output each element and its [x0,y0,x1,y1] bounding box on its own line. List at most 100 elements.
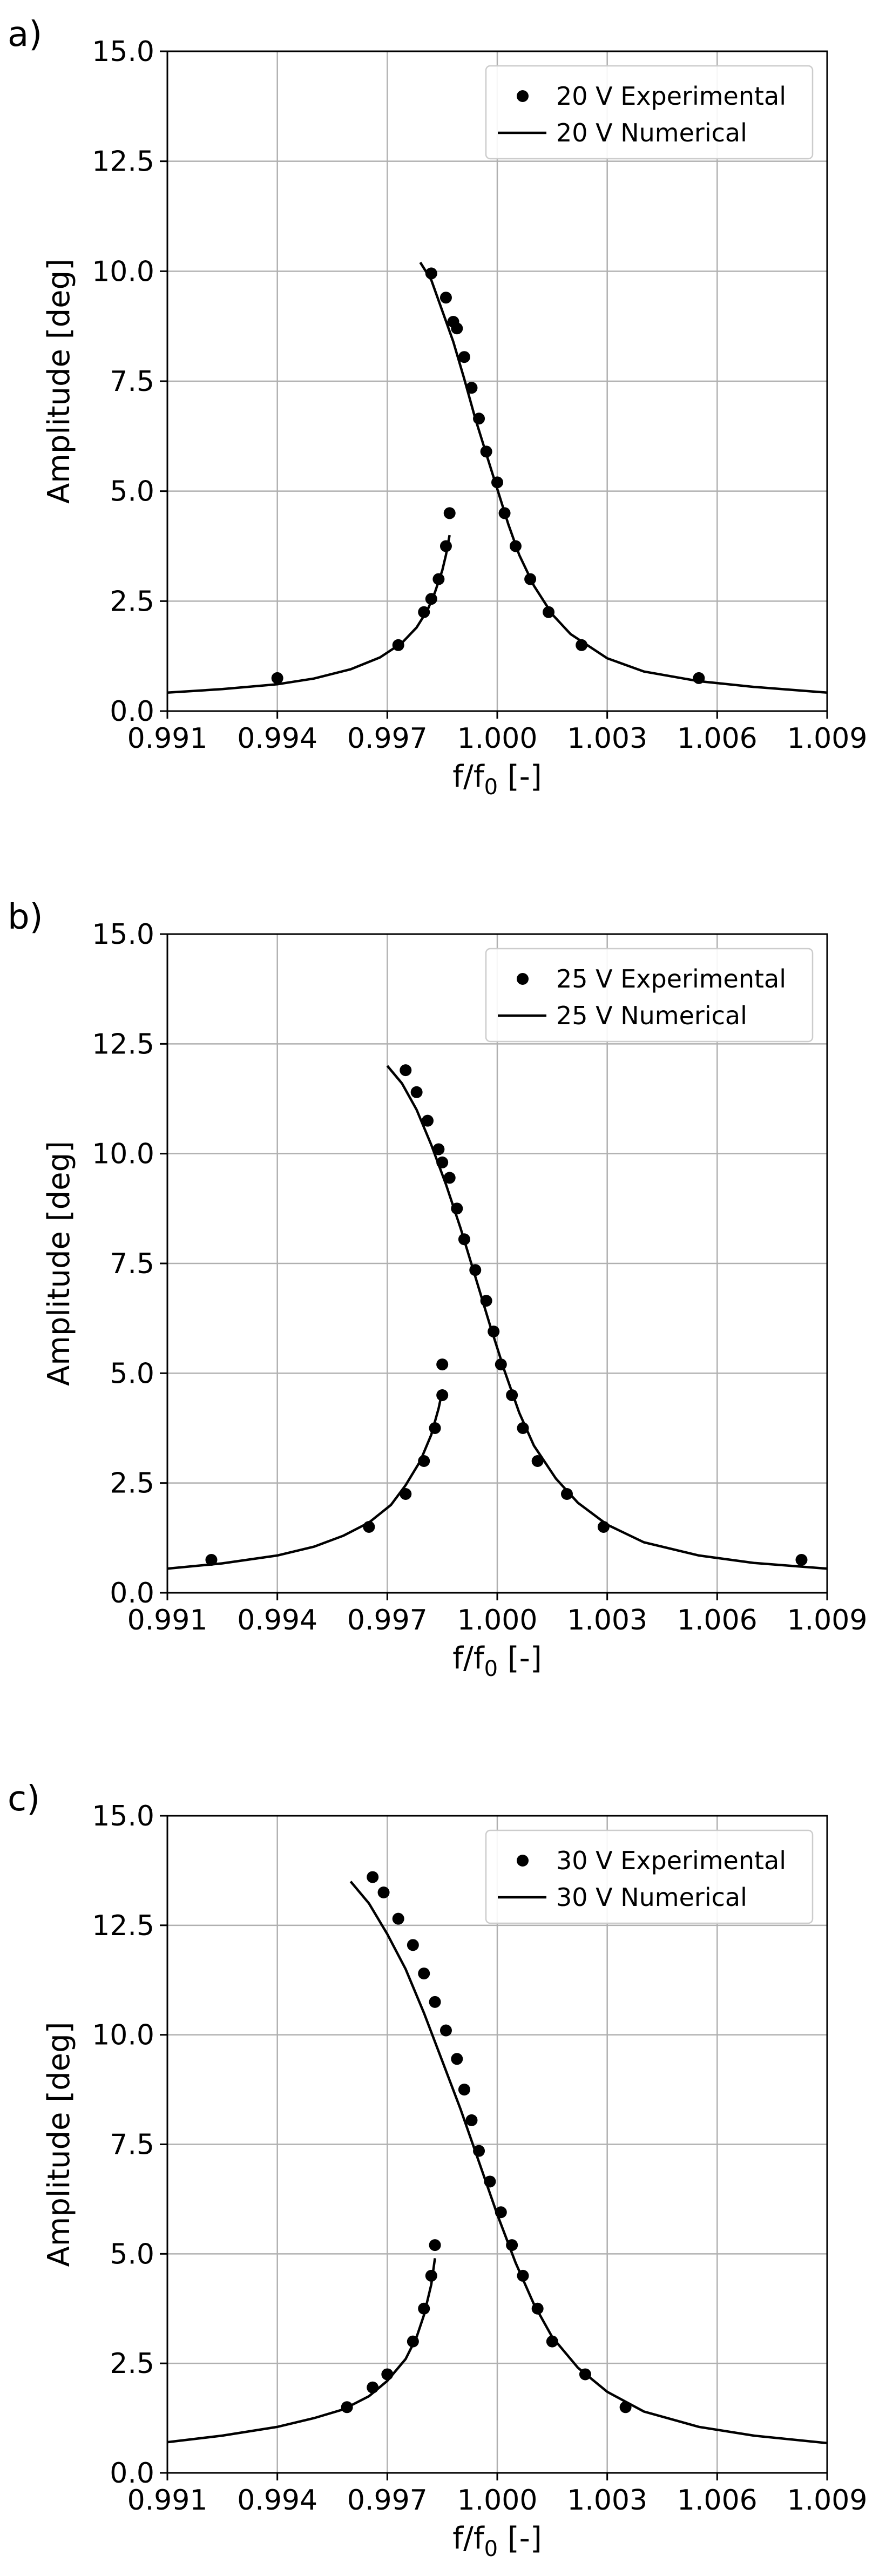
y-tick-label: 0.0 [110,695,154,728]
experimental-point [363,1521,375,1533]
x-tick-label: 0.994 [237,1604,317,1637]
x-tick-label: 1.009 [787,1604,868,1637]
experimental-point [458,351,470,363]
y-tick-label: 7.5 [110,1248,154,1280]
experimental-point [693,672,705,684]
legend-marker-experimental [517,1855,529,1867]
x-tick-label: 1.000 [457,2484,538,2517]
experimental-point [506,1389,518,1401]
legend-marker-experimental [517,973,529,985]
x-tick-label: 0.994 [237,722,317,755]
experimental-point [436,1156,449,1168]
y-axis-label: Amplitude [deg] [42,259,77,504]
experimental-point [429,1422,441,1434]
experimental-point [484,2175,496,2188]
plot-frame [166,1815,828,2474]
experimental-point [480,1295,492,1307]
experimental-point [495,2206,507,2219]
experimental-point [381,2368,394,2381]
experimental-point [429,2239,441,2252]
experimental-point [498,507,511,519]
y-tick-label: 0.0 [110,1577,154,1610]
x-axis-label: f/f0 [-] [452,2521,542,2561]
panel-b: 0.991 0.994 0.997 1.000 1.003 1.006 1.009 0.0 2.… [8,897,867,1681]
x-tick-label: 0.994 [237,2484,317,2517]
experimental-point [418,606,430,618]
experimental-point [377,1886,390,1898]
x-axis-label: f/f0 [-] [452,1641,542,1681]
legend-box [485,65,814,160]
experimental-point [451,322,463,335]
x-tick-label: 0.997 [347,1604,428,1637]
y-tick-label: 10.0 [92,1138,154,1171]
plot-frame [166,50,828,712]
experimental-point [473,413,485,425]
panel-label: b) [8,897,43,937]
experimental-point [597,1521,610,1533]
experimental-point [469,1264,482,1276]
experimental-point [443,507,456,519]
y-tick-label: 7.5 [110,2129,154,2161]
experimental-point [517,2269,529,2282]
experimental-point [410,1086,423,1098]
experimental-point [418,2302,430,2315]
x-tick-label: 1.009 [787,722,868,755]
numerical-curve-segment [419,261,827,694]
y-tick-label: 15.0 [92,918,154,951]
y-axis-label: Amplitude [deg] [42,1141,77,1386]
x-tick-label: 0.991 [127,722,208,755]
experimental-point [443,1172,456,1184]
experimental-point [458,2084,470,2096]
experimental-point [436,1358,449,1371]
experimental-point [495,1358,507,1371]
experimental-point [392,1912,404,1925]
experimental-point [367,1871,379,1883]
experimental-point [560,1488,573,1500]
experimental-point [432,573,445,585]
legend-label-numerical: 25 V Numerical [556,1001,747,1030]
x-tick-label: 1.006 [677,1604,758,1637]
experimental-point [451,2053,463,2065]
y-tick-label: 10.0 [92,2019,154,2052]
x-tick-label: 1.003 [567,1604,647,1637]
experimental-point [425,267,437,280]
y-tick-label: 2.5 [110,2348,154,2380]
panel-label: c) [8,1779,40,1819]
experimental-point [795,1554,808,1566]
experimental-point [439,540,452,552]
y-tick-label: 5.0 [110,2238,154,2270]
legend-label-experimental: 25 V Experimental [556,964,786,993]
x-tick-label: 0.997 [347,722,428,755]
experimental-point [392,639,404,651]
y-tick-label: 10.0 [92,255,154,288]
experimental-point [488,1326,500,1338]
experimental-point [341,2401,353,2413]
experimental-point [531,1455,544,1467]
experimental-point [407,1939,419,1951]
experimental-point [429,1996,441,2008]
experimental-point [367,2381,379,2394]
experimental-point [439,292,452,304]
x-tick-label: 0.991 [127,1604,208,1637]
panel-a: 0.991 0.994 0.997 1.000 1.003 1.006 1.009 0.0 2.… [8,15,867,800]
experimental-point [458,1233,470,1246]
experimental-point [451,1202,463,1215]
experimental-point [418,1968,430,1980]
panel-c: 0.991 0.994 0.997 1.000 1.003 1.006 1.009 0.0 2.… [8,1779,867,2561]
y-tick-label: 12.5 [92,1028,154,1060]
experimental-point [425,593,437,605]
experimental-point [271,672,283,684]
x-tick-label: 1.009 [787,2484,868,2517]
experimental-point [509,540,522,552]
y-tick-label: 0.0 [110,2457,154,2490]
legend-marker-experimental [517,90,529,102]
legend-label-experimental: 30 V Experimental [556,1846,786,1875]
x-tick-label: 1.000 [457,1604,538,1637]
y-tick-label: 12.5 [92,146,154,178]
experimental-point [465,382,478,394]
x-axis-label: f/f0 [-] [452,759,542,800]
experimental-point [205,1554,218,1566]
experimental-point [480,445,492,458]
y-tick-label: 5.0 [110,1357,154,1390]
